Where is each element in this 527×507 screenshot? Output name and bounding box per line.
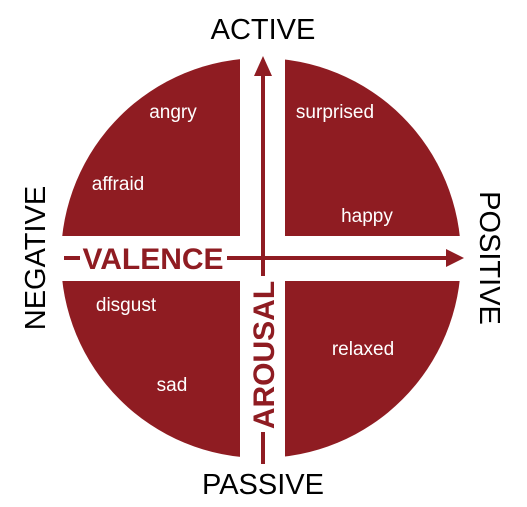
emotion-disgust: disgust: [96, 295, 157, 316]
emotion-relaxed: relaxed: [332, 339, 394, 360]
quadrant-bottom-right: [285, 281, 461, 458]
pole-negative: NEGATIVE: [20, 186, 52, 331]
emotion-affraid: affraid: [92, 174, 144, 195]
arousal-label: AROUSAL: [248, 281, 281, 429]
pole-positive: POSITIVE: [473, 191, 505, 325]
valence-label-backdrop: [80, 240, 227, 276]
arousal-label-backdrop: [246, 276, 280, 432]
valence-label: VALENCE: [82, 243, 223, 276]
pole-active: ACTIVE: [211, 14, 316, 46]
arousal-arrowhead: [254, 56, 272, 76]
emotion-sad: sad: [157, 375, 188, 396]
emotion-happy: happy: [341, 206, 393, 227]
pole-passive: PASSIVE: [202, 469, 324, 501]
quadrant-top-left: [61, 58, 240, 236]
emotion-angry: angry: [149, 102, 197, 123]
valence-arrowhead: [446, 249, 464, 267]
emotion-surprised: surprised: [296, 102, 374, 123]
